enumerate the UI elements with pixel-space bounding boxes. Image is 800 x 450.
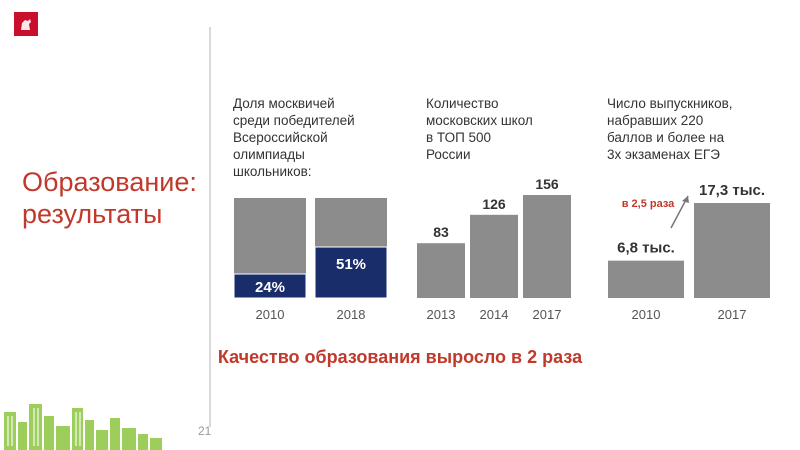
x-tick-label-2013: 2013 [427, 307, 456, 322]
data-label-2018: 51% [336, 256, 366, 273]
data-label-2010: 24% [255, 279, 285, 296]
data-label-2013: 83 [433, 224, 449, 240]
bar-segment-rest-2018 [315, 198, 387, 247]
moscow-coat-of-arms-icon [14, 12, 38, 36]
x-tick-label-2014: 2014 [480, 307, 509, 322]
bar-2014 [470, 214, 518, 298]
data-label-2017: 17,3 тыс. [699, 182, 765, 199]
chart2-title: Количество московских школ в ТОП 500 Рос… [426, 96, 533, 162]
data-label-2014: 126 [482, 196, 506, 212]
data-label-2017: 156 [535, 176, 559, 192]
cityscape-icon [4, 404, 162, 450]
bar-2010 [608, 260, 684, 298]
growth-annotation: в 2,5 раза [622, 198, 675, 210]
x-tick-label-2017: 2017 [718, 307, 747, 322]
x-tick-label-2010: 2010 [632, 307, 661, 322]
bar-segment-share-2010 [233, 273, 307, 299]
bar-segment-rest-2010 [234, 198, 306, 274]
data-label-2010: 6,8 тыс. [617, 240, 675, 257]
divider-line [209, 27, 211, 427]
bar-2017 [694, 203, 770, 298]
bar-2013 [417, 243, 465, 298]
x-tick-label-2017: 2017 [533, 307, 562, 322]
chart1-title: Доля москвичей среди победителей Всеросс… [233, 96, 355, 179]
chart3-title: Число выпускников, набравших 220 баллов … [607, 96, 733, 162]
x-tick-label-2018: 2018 [337, 307, 366, 322]
slide-title: Образование: результаты [22, 167, 197, 229]
x-tick-label-2010: 2010 [256, 307, 285, 322]
growth-arrow-head [682, 196, 689, 203]
bar-segment-share-2018 [314, 246, 388, 299]
conclusion-text: Качество образования выросло в 2 раза [217, 347, 583, 367]
page-number: 21 [198, 424, 212, 438]
bar-2017 [523, 195, 571, 298]
